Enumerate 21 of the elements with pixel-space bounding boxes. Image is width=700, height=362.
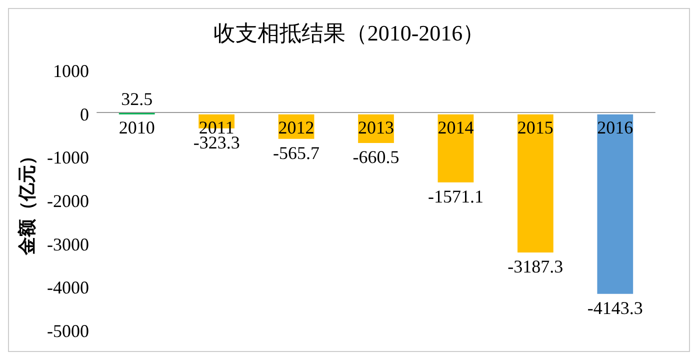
chart-title: 收支相抵结果（2010-2016） [213,20,485,46]
x-tick-label: 2016 [597,118,634,138]
data-label: -3187.3 [508,256,564,276]
y-tick-label: 0 [80,104,89,124]
data-label: -4143.3 [587,298,643,318]
y-tick-label: -2000 [47,191,89,211]
x-tick-label: 2015 [517,118,554,138]
y-tick-label: 1000 [53,61,89,81]
x-tick-label: 2010 [118,118,155,138]
y-tick-label: -5000 [47,321,89,341]
x-tick-label: 2012 [278,118,314,138]
data-label: -1571.1 [428,186,484,206]
y-tick-label: -1000 [47,148,89,168]
data-label: -660.5 [352,146,400,167]
y-tick-label: -3000 [47,234,89,254]
x-tick-label: 2014 [438,118,474,138]
data-label: 32.5 [121,88,153,109]
data-label: -565.7 [273,142,320,163]
y-tick-label: -4000 [47,278,89,298]
x-tick-label: 2013 [358,118,394,138]
y-axis-title: 金额（亿元） [17,147,38,256]
